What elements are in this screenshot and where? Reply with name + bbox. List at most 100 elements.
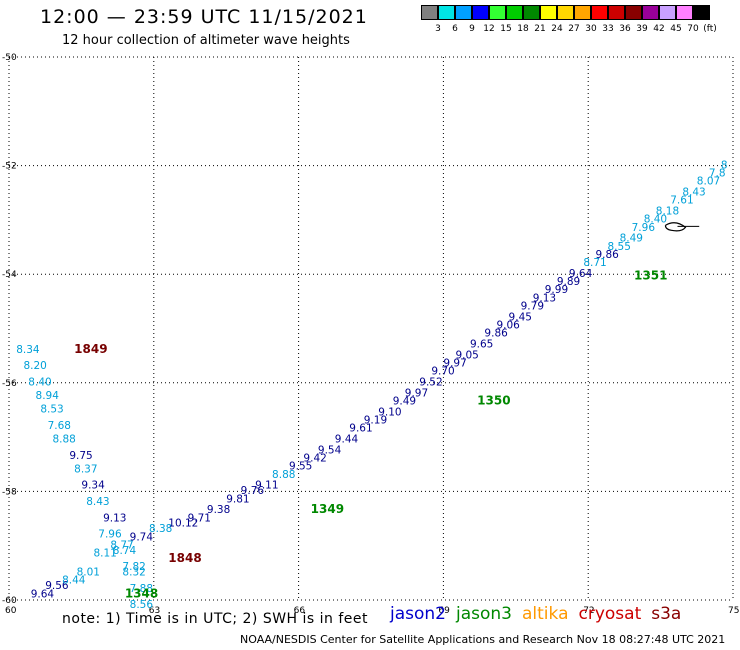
satellite-legend-item: altika bbox=[522, 604, 569, 624]
swh-data-label: 9.49 bbox=[393, 396, 416, 408]
swh-data-label: 8.37 bbox=[74, 463, 97, 475]
scale-label: 9 bbox=[469, 24, 475, 34]
swh-data-label: 7.88 bbox=[130, 583, 153, 595]
scale-swatch bbox=[693, 5, 710, 20]
swh-data-label: 9.71 bbox=[188, 512, 211, 524]
swh-data-label: 8.01 bbox=[77, 567, 100, 579]
scale-label: 30 bbox=[585, 24, 597, 34]
chart-subtitle: 12 hour collection of altimeter wave hei… bbox=[62, 33, 350, 48]
y-tick-label: -56 bbox=[2, 379, 17, 389]
swh-data-label: 8.40 bbox=[28, 377, 51, 389]
scale-swatch bbox=[659, 5, 676, 20]
x-tick-label: 75 bbox=[728, 606, 739, 616]
swh-data-label: 9.97 bbox=[443, 358, 466, 370]
scale-swatch bbox=[557, 5, 574, 20]
scale-swatch bbox=[489, 5, 506, 20]
y-tick-label: -60 bbox=[2, 596, 17, 606]
scale-label: 39 bbox=[636, 24, 648, 34]
scale-label: 15 bbox=[500, 24, 512, 34]
swh-data-label: 9.76 bbox=[241, 485, 265, 497]
swh-data-label: 9.75 bbox=[69, 450, 92, 462]
swh-data-label: 9.64 bbox=[569, 268, 593, 280]
pass-number-label: 1849 bbox=[74, 342, 107, 356]
island-outline bbox=[664, 222, 687, 232]
swh-data-label: 8.11 bbox=[93, 548, 116, 560]
scale-swatch bbox=[625, 5, 642, 20]
swh-data-label: 9.86 bbox=[595, 249, 619, 261]
swh-data-label: 9.86 bbox=[484, 328, 508, 340]
swh-data-label: 8.32 bbox=[122, 567, 145, 579]
scale-swatch bbox=[608, 5, 625, 20]
x-tick-label: 60 bbox=[5, 606, 17, 616]
swh-data-label: 9.10 bbox=[378, 406, 401, 418]
y-tick-label: -54 bbox=[2, 270, 17, 280]
satellite-legend-item: jason2 bbox=[390, 604, 446, 624]
swh-data-label: 9.81 bbox=[226, 493, 249, 505]
swh-data-label: 8.55 bbox=[608, 241, 631, 253]
pass-number-label: 1348 bbox=[125, 586, 158, 600]
swh-data-label: 8.71 bbox=[583, 257, 606, 269]
swh-data-label: 9.05 bbox=[455, 349, 478, 361]
swh-data-label: 9.56 bbox=[45, 580, 69, 592]
swh-data-label: 9.89 bbox=[557, 276, 580, 288]
swh-data-label: 8.94 bbox=[36, 390, 60, 402]
swh-data-label: 7.68 bbox=[48, 420, 71, 432]
swh-data-label: 9.42 bbox=[303, 453, 326, 465]
scale-label: 18 bbox=[517, 24, 529, 34]
swh-data-label: 8.56 bbox=[130, 599, 154, 611]
satellite-legend-item: cryosat bbox=[578, 604, 642, 624]
pass-number-label: 1350 bbox=[477, 394, 510, 408]
scale-swatch bbox=[455, 5, 472, 20]
scale-swatch bbox=[676, 5, 693, 20]
swh-data-label: 8.40 bbox=[644, 214, 667, 226]
swh-data-label: 8.38 bbox=[149, 523, 172, 535]
swh-data-label: 7.96 bbox=[98, 529, 122, 541]
x-tick-label: 63 bbox=[149, 606, 160, 616]
pass-number-label: 1351 bbox=[634, 269, 667, 283]
swh-data-label: 9.34 bbox=[81, 480, 105, 492]
pass-number-label: 1349 bbox=[311, 502, 344, 516]
swh-data-label: 9.44 bbox=[335, 434, 359, 446]
satellite-legend: jason2 jason3 altika cryosat s3a bbox=[390, 604, 691, 624]
swh-data-label: 7.8 bbox=[709, 167, 726, 179]
swh-data-label: 8.20 bbox=[23, 360, 46, 372]
swh-data-label: 9.61 bbox=[349, 423, 372, 435]
scale-label: 21 bbox=[534, 24, 546, 34]
swh-data-label: 9.13 bbox=[103, 512, 126, 524]
scale-label: 36 bbox=[619, 24, 631, 34]
swh-data-label: 9.54 bbox=[318, 444, 342, 456]
scale-label: (ft) bbox=[703, 24, 717, 34]
swh-data-label: 8.77 bbox=[110, 539, 133, 551]
x-tick-label: 66 bbox=[294, 606, 306, 616]
scale-swatch bbox=[574, 5, 591, 20]
swh-data-label: 8.88 bbox=[52, 434, 75, 446]
note-text: note: 1) Time is in UTC; 2) SWH is in fe… bbox=[62, 611, 369, 627]
swh-data-label: 7.96 bbox=[632, 222, 656, 234]
swh-data-label: 8.74 bbox=[113, 545, 137, 557]
swh-data-label: 8.88 bbox=[272, 469, 295, 481]
swh-data-label: 9.11 bbox=[255, 480, 278, 492]
scale-label: 3 bbox=[435, 24, 441, 34]
swh-data-label: 7.61 bbox=[670, 195, 693, 207]
swh-data-label: 8.43 bbox=[86, 496, 109, 508]
swh-data-label: 9.70 bbox=[431, 366, 454, 378]
swh-data-label: 9.55 bbox=[289, 461, 312, 473]
scale-label: 33 bbox=[602, 24, 614, 34]
scale-label: 6 bbox=[452, 24, 458, 34]
y-tick-label: -52 bbox=[2, 162, 17, 172]
swh-data-label: 9.06 bbox=[496, 320, 520, 332]
swh-data-label: 9.99 bbox=[545, 284, 568, 296]
swh-data-label: 8.18 bbox=[656, 205, 679, 217]
swh-data-label: 8.34 bbox=[16, 344, 40, 356]
scale-swatch bbox=[421, 5, 438, 20]
footer-credit: NOAA/NESDIS Center for Satellite Applica… bbox=[240, 633, 726, 646]
chart-title: 12:00 — 23:59 UTC 11/15/2021 bbox=[40, 6, 368, 28]
swh-data-label: 8.07 bbox=[697, 176, 720, 188]
scale-swatch bbox=[472, 5, 489, 20]
scale-label: 42 bbox=[653, 24, 665, 34]
scale-label: 12 bbox=[483, 24, 495, 34]
y-tick-label: -58 bbox=[2, 487, 17, 497]
swh-data-label: 8.53 bbox=[40, 404, 63, 416]
swh-data-label: 9.97 bbox=[405, 387, 428, 399]
scale-label: 45 bbox=[670, 24, 682, 34]
